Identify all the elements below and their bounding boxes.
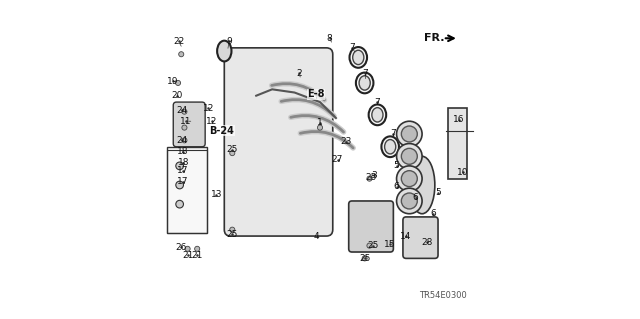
Text: 11: 11 <box>180 117 192 126</box>
Ellipse shape <box>349 47 367 68</box>
Text: 25: 25 <box>227 230 238 239</box>
FancyArrowPatch shape <box>300 131 353 148</box>
Text: 15: 15 <box>385 240 396 249</box>
Circle shape <box>176 200 184 208</box>
Text: 7: 7 <box>374 98 380 107</box>
Text: 22: 22 <box>173 37 184 46</box>
Circle shape <box>175 80 180 85</box>
Text: 17: 17 <box>177 166 189 175</box>
Circle shape <box>176 181 184 189</box>
FancyArrowPatch shape <box>281 100 334 116</box>
Circle shape <box>397 144 422 169</box>
Text: 18: 18 <box>178 158 189 167</box>
Circle shape <box>397 121 422 147</box>
Circle shape <box>182 138 187 143</box>
Circle shape <box>179 52 184 57</box>
Text: 27: 27 <box>332 155 343 164</box>
Bar <box>167 150 207 233</box>
Text: E-8: E-8 <box>307 89 325 99</box>
Circle shape <box>182 109 187 114</box>
FancyArrowPatch shape <box>300 131 353 148</box>
Ellipse shape <box>359 76 371 90</box>
Text: 2: 2 <box>296 69 302 78</box>
FancyArrowPatch shape <box>271 84 324 100</box>
Circle shape <box>401 193 417 209</box>
Ellipse shape <box>217 41 232 62</box>
Text: 7: 7 <box>349 43 355 52</box>
FancyArrowPatch shape <box>291 115 344 132</box>
Circle shape <box>185 246 190 251</box>
Text: 5: 5 <box>435 189 441 197</box>
Text: 12: 12 <box>206 117 217 126</box>
Text: 8: 8 <box>326 34 332 43</box>
FancyBboxPatch shape <box>173 102 205 147</box>
Ellipse shape <box>353 50 364 65</box>
Circle shape <box>397 166 422 191</box>
Text: 17: 17 <box>177 177 189 186</box>
Circle shape <box>401 126 417 142</box>
Text: 24: 24 <box>177 106 188 115</box>
Text: 21: 21 <box>182 251 194 260</box>
Text: 19: 19 <box>167 77 179 86</box>
Text: 6: 6 <box>394 182 399 191</box>
FancyBboxPatch shape <box>349 201 394 252</box>
Text: 9: 9 <box>226 37 232 46</box>
FancyArrowPatch shape <box>271 84 324 100</box>
Ellipse shape <box>372 108 383 122</box>
Text: 25: 25 <box>227 145 238 154</box>
Text: 25: 25 <box>359 254 371 263</box>
Text: 14: 14 <box>401 232 412 241</box>
Circle shape <box>195 246 200 251</box>
Text: 13: 13 <box>211 190 222 199</box>
Text: 4: 4 <box>314 232 319 241</box>
Text: 3: 3 <box>371 171 377 180</box>
FancyArrowPatch shape <box>281 100 334 116</box>
Text: 28: 28 <box>421 238 433 247</box>
Text: 16: 16 <box>453 115 465 124</box>
Text: 20: 20 <box>172 91 183 100</box>
Text: 12: 12 <box>203 104 214 113</box>
Ellipse shape <box>410 156 435 214</box>
Text: 6: 6 <box>430 209 436 218</box>
Circle shape <box>367 176 372 181</box>
Text: 18: 18 <box>177 147 189 156</box>
Text: 5: 5 <box>394 161 399 170</box>
Text: 10: 10 <box>457 168 468 177</box>
Circle shape <box>401 171 417 187</box>
Circle shape <box>367 243 372 248</box>
Text: 7: 7 <box>390 130 396 138</box>
Circle shape <box>230 227 235 232</box>
Text: 23: 23 <box>340 137 352 146</box>
Bar <box>167 147 207 233</box>
Text: 7: 7 <box>362 69 367 78</box>
Bar <box>447 108 467 179</box>
FancyBboxPatch shape <box>224 48 333 236</box>
Ellipse shape <box>356 73 373 93</box>
Circle shape <box>362 256 367 261</box>
Text: 25: 25 <box>367 241 378 250</box>
Text: 1: 1 <box>317 118 323 127</box>
Text: TR54E0300: TR54E0300 <box>419 291 467 300</box>
Circle shape <box>401 148 417 164</box>
Ellipse shape <box>369 105 386 125</box>
Text: B-24: B-24 <box>209 126 234 136</box>
Circle shape <box>176 162 184 170</box>
Text: 25: 25 <box>365 173 377 182</box>
Circle shape <box>230 151 235 156</box>
Circle shape <box>317 125 323 130</box>
Ellipse shape <box>381 136 399 157</box>
Circle shape <box>397 188 422 214</box>
Text: FR.: FR. <box>424 33 444 43</box>
Circle shape <box>182 125 187 130</box>
FancyArrowPatch shape <box>291 115 344 132</box>
Text: 6: 6 <box>413 193 419 202</box>
FancyBboxPatch shape <box>403 217 438 258</box>
Text: 26: 26 <box>175 243 187 252</box>
Text: 21: 21 <box>191 251 203 260</box>
Text: 24: 24 <box>177 136 188 145</box>
Ellipse shape <box>385 139 396 154</box>
